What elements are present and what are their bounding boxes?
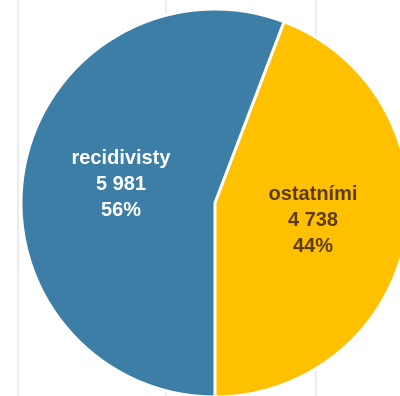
- slice-label-percent-text-2: 44%: [293, 235, 333, 257]
- slice-label-percent-text-1: 56%: [101, 199, 141, 221]
- slice-label-label-1: recidivisty: [72, 147, 172, 169]
- slice-label-value-text-1: 5 981: [96, 173, 146, 195]
- slice-label-value-text-2: 4 738: [288, 209, 338, 231]
- pie-labels: recidivisty 5 981 56% ostatními 4 738 44%: [72, 147, 358, 257]
- pie-slice-ostatními: [213, 20, 400, 396]
- pie-slices: [19, 7, 400, 396]
- pie-slice-recidivisty: [19, 7, 286, 396]
- slice-label-label-2: ostatními: [269, 183, 358, 205]
